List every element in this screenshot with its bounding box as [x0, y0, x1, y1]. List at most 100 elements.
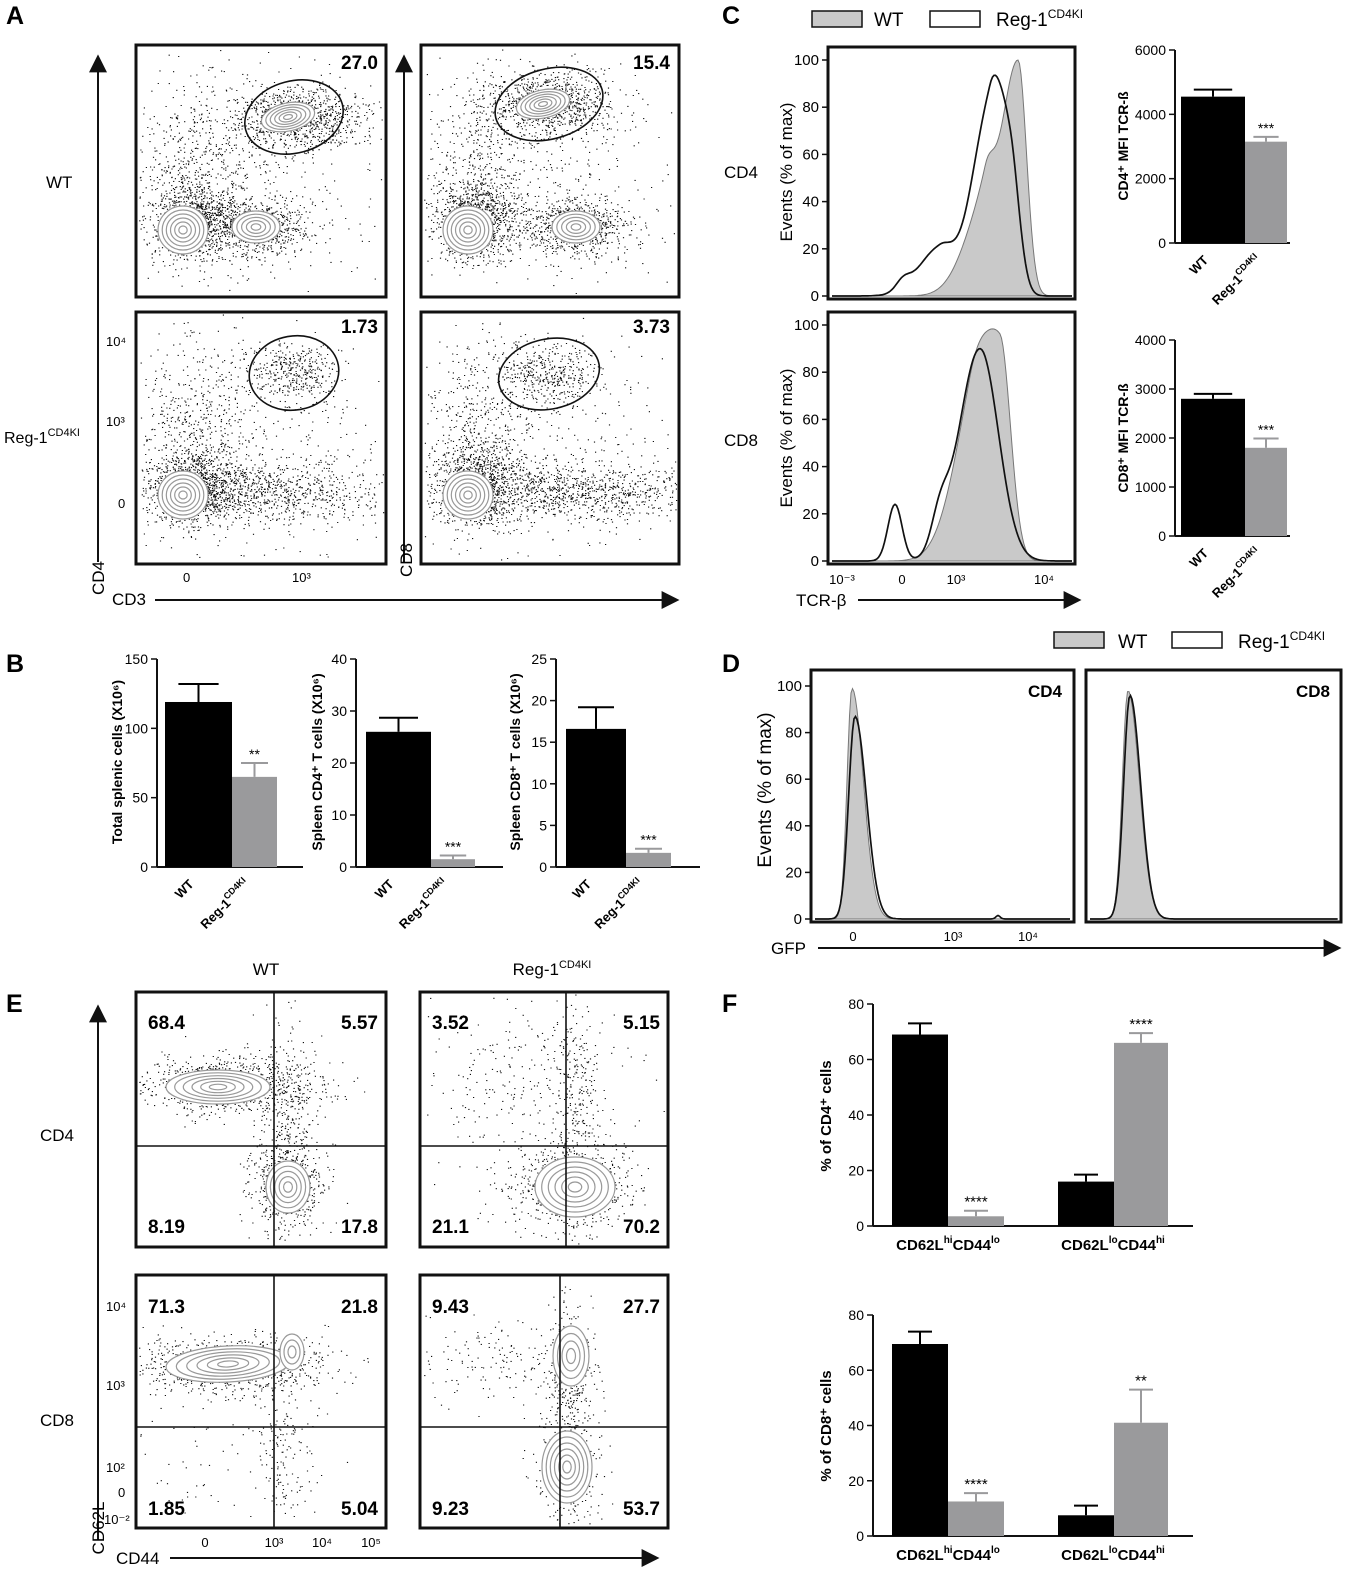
panel-e-frame [418, 990, 670, 1249]
panel-e-xtick-0: 0 [201, 1535, 208, 1550]
panel-c-ytick-label: 80 [802, 364, 819, 381]
bar-category-label: Reg-1CD4KI [1207, 544, 1264, 601]
panel-a-contour-dp [274, 108, 302, 126]
f-category-part: CD44 [1118, 1237, 1157, 1254]
panel-a-gate-ellipse [494, 66, 604, 142]
panel-letter-f: F [722, 990, 737, 1018]
bar-category-label: WT [1186, 252, 1211, 277]
panel-e-xlabel: CD44 [116, 1549, 159, 1568]
panel-a-plots [134, 43, 681, 566]
panel-letter-a: A [6, 2, 24, 30]
panel-e-ytick-1e4: 10⁴ [106, 1299, 126, 1314]
panel-e-contour [287, 1345, 297, 1359]
panel-e-contour [561, 1340, 581, 1372]
f-category-label: CD62LhiCD44lo [896, 1545, 1000, 1564]
f-category-part: CD44 [1118, 1547, 1157, 1564]
panel-e-contour [278, 1175, 298, 1198]
legend-d: WT Reg-1CD4KI [1053, 629, 1325, 653]
panel-a-gate-ellipse [497, 337, 601, 411]
panel-e-contour [556, 1332, 586, 1380]
panel-a-ytick-1e4: 10⁴ [106, 334, 126, 349]
f-bar-rect [892, 1344, 948, 1536]
panel-e-ytick-1e2: 10² [106, 1460, 125, 1475]
panel-a-contour-dp [537, 100, 549, 108]
bar-ytick-label: 10 [331, 807, 347, 823]
f-bar-rect [1058, 1181, 1114, 1226]
f-category-part: lo [991, 1235, 1000, 1246]
panel-a-contour-dp [282, 113, 294, 121]
panel-e-contour [283, 1181, 294, 1193]
panel-d-frame-cd8 [1084, 668, 1343, 924]
f-ytick-label: 80 [848, 1307, 864, 1323]
panel-e-ytick-0: 0 [118, 1485, 125, 1500]
panel-c-hist-ki [832, 74, 1072, 297]
bar-category-sup: CD4KI [221, 875, 247, 901]
panel-a-contour-dp [524, 93, 562, 115]
panel-e-contour [196, 1354, 260, 1374]
panel-d-xtick-1e3: 10³ [944, 929, 963, 944]
panel-a-row-label-ki: Reg-1CD4KI [4, 427, 80, 447]
f-bar-rect [1058, 1515, 1114, 1536]
bar-ytick-label: 5 [539, 817, 547, 833]
bar-ytick-label: 40 [331, 651, 347, 667]
panel-a-contour-dp [515, 88, 571, 120]
f-category-part: hi [944, 1545, 953, 1556]
bar-ytick-label: 4000 [1135, 332, 1166, 348]
panel-e-contour [541, 1430, 593, 1504]
panel-c-ytick-label: 80 [802, 99, 819, 116]
panel-a-contour-dn [174, 486, 192, 504]
panel-d: CD4 CD8 Events (% of max) GFP 0 10³ 10⁴ … [755, 668, 1343, 958]
legend-label-ki: Reg-1CD4KI [996, 7, 1083, 31]
panel-c-xtick-0: 0 [898, 572, 905, 587]
panel-e-contour [186, 1351, 270, 1377]
panel-e-contour [191, 1077, 245, 1097]
panel-a-dots [424, 317, 678, 561]
panel-a-contour-dp [533, 98, 553, 110]
bar-category-label: WT [1186, 545, 1211, 570]
bar-ytick-label: 20 [531, 693, 547, 709]
f-category-part: CD62L [1061, 1547, 1109, 1564]
bar-rect [366, 731, 431, 867]
panel-c-hist-ki [832, 347, 1072, 562]
bar-ylabel: CD8⁺ MFI TCR-ß [1115, 383, 1131, 493]
panel-a-contour-sp [236, 213, 276, 241]
panel-e-contour [174, 1072, 262, 1102]
bar-ytick-label: 1000 [1135, 479, 1166, 495]
panel-e-row-label-cd8: CD8 [40, 1411, 74, 1430]
panel-a-contour-dn [463, 225, 473, 235]
panel-e-quadrant-value: 3.52 [432, 1013, 469, 1034]
f-category-part: hi [1156, 1235, 1165, 1246]
f-category-part: hi [944, 1235, 953, 1246]
panel-e-plots: 68.4 5.57 8.19 17.8 3.52 5.15 21.1 70.2 71.3 21.8… [134, 990, 670, 1530]
bar-rect [1181, 96, 1245, 244]
panel-letter-e: E [6, 990, 23, 1018]
panel-a-contour-dn [450, 478, 486, 512]
panel-c-xtick-neg: 10⁻³ [829, 572, 855, 587]
f-category-part: lo [991, 1545, 1000, 1556]
panel-d-ytick-label: 60 [785, 771, 802, 788]
panel-d-xtick-0: 0 [849, 929, 856, 944]
bar-category-sup: CD4KI [1233, 544, 1259, 570]
panel-a-ytick-0: 0 [118, 496, 125, 511]
panel-d-yticks: 0 20 40 60 80 100 [777, 678, 811, 928]
panel-e-contour [208, 1083, 228, 1091]
f-significance: **** [1129, 1016, 1153, 1033]
f-ytick-label: 20 [848, 1473, 864, 1489]
panel-e-contour [567, 1181, 583, 1193]
panel-a-gate-ki-cd4: 1.73 [341, 317, 378, 338]
panel-a-frame [134, 310, 388, 566]
panel-c-xtick-1e4: 10⁴ [1034, 572, 1054, 587]
legend-d-swatch-wt [1053, 631, 1105, 649]
bar-significance: *** [445, 839, 462, 855]
panel-a-contour-sp [560, 216, 591, 238]
panel-e-contour [547, 1166, 603, 1208]
bar-ytick-label: 50 [132, 790, 148, 806]
f-ytick-label: 0 [856, 1528, 864, 1544]
panel-a-contour-dn [165, 213, 201, 247]
f-ytick-label: 60 [848, 1362, 864, 1378]
panel-e-quadrant-value: 5.04 [341, 1499, 378, 1520]
panel-e-ylabel: CD62L [89, 1502, 108, 1555]
bar-ytick-label: 2000 [1135, 430, 1166, 446]
bar-ytick-label: 20 [331, 755, 347, 771]
f-bar-rect [948, 1216, 1004, 1226]
